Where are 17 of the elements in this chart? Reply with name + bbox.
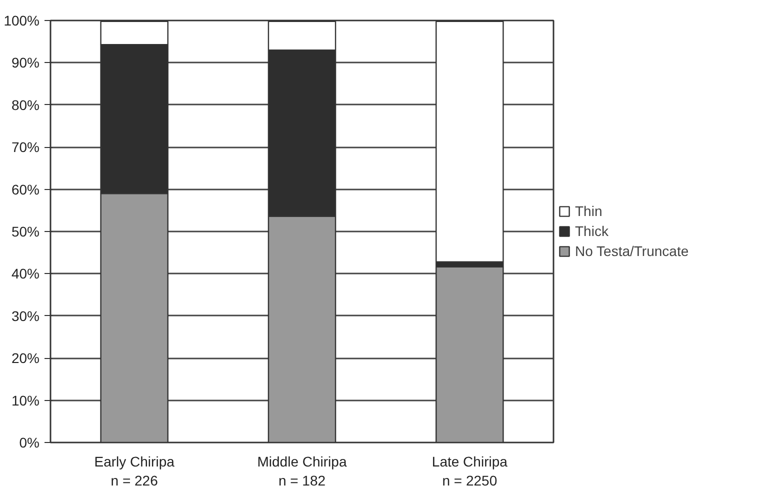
x-tick-label: Early Chiripa n = 226 [94,454,175,489]
y-tick-label: 100% [4,12,40,28]
legend-label: Thin [575,203,602,219]
x-tick-label: Late Chiripa n = 2250 [432,454,508,489]
x-tick-label: Middle Chiripa n = 182 [257,454,347,489]
y-tick-label: 50% [11,224,40,240]
y-tick-label: 30% [11,308,40,324]
y-tick-label: 20% [11,350,40,366]
y-tick-label: 0% [19,434,40,450]
y-tick-label: 40% [11,266,40,282]
y-tick-label: 90% [11,54,40,71]
legend-label: No Testa/Truncate [575,243,689,259]
y-tick-label: 70% [11,139,40,156]
y-tick-label: 10% [11,392,40,408]
legend-label: Thick [575,223,608,239]
y-tick-label: 60% [11,181,40,198]
y-tick-label: 80% [11,96,40,113]
